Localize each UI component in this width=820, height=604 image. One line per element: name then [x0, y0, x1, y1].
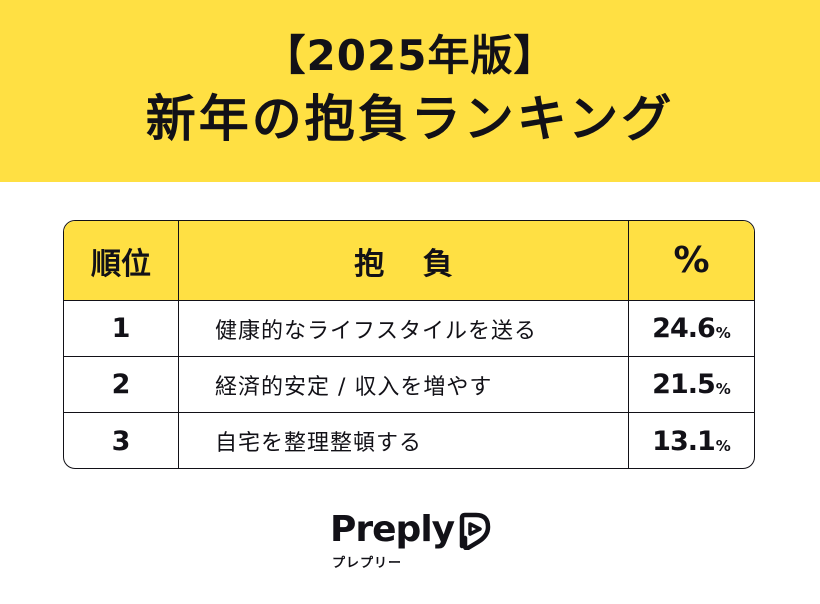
header-goal: 抱 負: [179, 221, 629, 300]
rank-cell: 2: [64, 357, 179, 412]
header-rank: 順位: [64, 221, 179, 300]
percent-unit: %: [715, 324, 731, 342]
page-title: 新年の抱負ランキング: [145, 90, 675, 148]
table-header-row: 順位 抱 負 %: [64, 221, 754, 301]
preply-logo: Preply プレプリー: [330, 508, 500, 574]
rank-cell: 3: [64, 413, 179, 468]
percent-value: 21.5: [652, 369, 716, 400]
percent-cell: 13.1 %: [629, 413, 754, 468]
table-row: 3 自宅を整理整頓する 13.1 %: [64, 413, 754, 468]
percent-unit: %: [715, 380, 731, 398]
percent-unit: %: [715, 437, 731, 455]
goal-cell: 健康的なライフスタイルを送る: [179, 301, 629, 356]
goal-cell: 自宅を整理整頓する: [179, 413, 629, 468]
table-row: 1 健康的なライフスタイルを送る 24.6 %: [64, 301, 754, 357]
percent-cell: 21.5 %: [629, 357, 754, 412]
brand-kana: プレプリー: [332, 556, 403, 571]
brand-wordmark: Preply: [330, 509, 455, 550]
goal-cell: 経済的安定 / 収入を増やす: [179, 357, 629, 412]
percent-cell: 24.6 %: [629, 301, 754, 356]
percent-value: 13.1: [652, 425, 716, 457]
header-percent: %: [673, 240, 710, 281]
ranking-table: 順位 抱 負 % 1 健康的なライフスタイルを送る 24.6 % 2 経済的安定…: [63, 220, 755, 469]
title-year-tag: 【2025年版】: [263, 31, 557, 80]
table-row: 2 経済的安定 / 収入を増やす 21.5 %: [64, 357, 754, 413]
preply-heart-icon: [459, 512, 491, 550]
rank-cell: 1: [64, 301, 179, 356]
title-banner: 【2025年版】 新年の抱負ランキング: [0, 0, 820, 182]
percent-value: 24.6: [652, 313, 716, 344]
